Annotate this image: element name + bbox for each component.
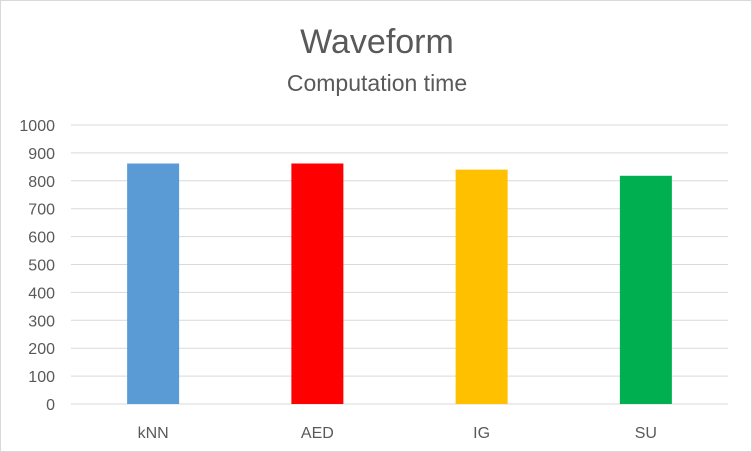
bars [127, 163, 672, 404]
bar-ig [455, 169, 508, 404]
y-axis-ticks: 0 100 200 300 400 500 600 700 800 900 1000 [19, 118, 55, 414]
y-tick-label: 0 [46, 397, 55, 414]
x-axis-labels: kNN AED IG SU [138, 425, 657, 442]
bar-knn [127, 163, 180, 404]
gridlines [71, 124, 728, 405]
y-tick-label: 1000 [19, 118, 55, 135]
chart-subtitle: Computation time [287, 70, 467, 96]
y-tick-label: 100 [28, 369, 55, 386]
x-category-label: AED [301, 425, 334, 442]
bar-aed [291, 163, 344, 404]
y-tick-label: 300 [28, 313, 55, 330]
y-tick-label: 600 [28, 230, 55, 247]
y-tick-label: 900 [28, 146, 55, 163]
y-tick-label: 200 [28, 341, 55, 358]
x-category-label: IG [473, 425, 490, 442]
x-category-label: SU [635, 425, 657, 442]
x-category-label: kNN [138, 425, 169, 442]
y-tick-label: 800 [28, 174, 55, 191]
y-tick-label: 700 [28, 202, 55, 219]
bar-su [619, 175, 672, 404]
y-tick-label: 500 [28, 258, 55, 275]
y-tick-label: 400 [28, 285, 55, 302]
chart-title: Waveform [300, 23, 454, 61]
